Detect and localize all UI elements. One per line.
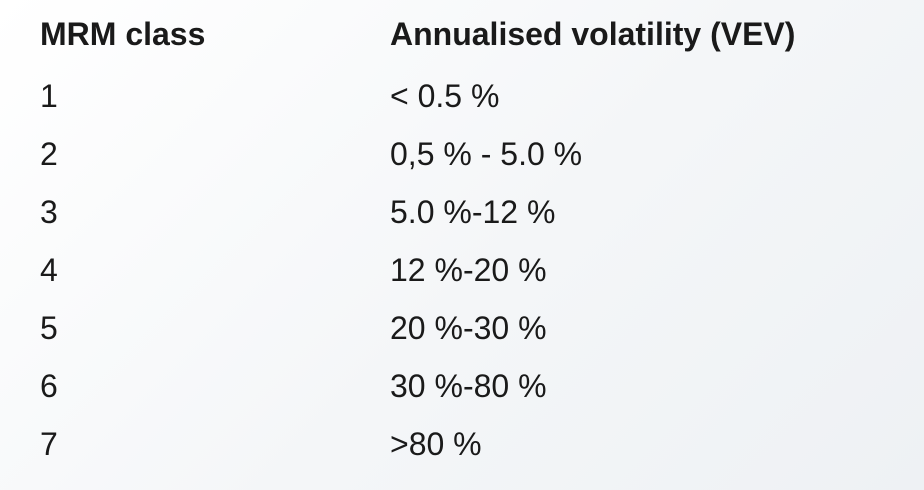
column-header: Annualised volatility (VEV)	[390, 16, 796, 52]
class-cell: 1	[40, 78, 58, 114]
volatility-cell: < 0.5 %	[390, 78, 500, 114]
class-cell: 4	[40, 252, 58, 288]
class-cell: 2	[40, 136, 58, 172]
volatility-cell: 30 %-80 %	[390, 368, 547, 404]
volatility-cell: 0,5 % - 5.0 %	[390, 136, 583, 172]
volatility-cell: 5.0 %-12 %	[390, 194, 556, 230]
column-header: MRM class	[40, 16, 206, 52]
volatility-cell: 12 %-20 %	[390, 252, 547, 288]
class-cell: 6	[40, 368, 58, 404]
class-cell: 7	[40, 426, 58, 462]
class-cell: 3	[40, 194, 58, 230]
volatility-cell: >80 %	[390, 426, 482, 462]
volatility-cell: 20 %-30 %	[390, 310, 547, 346]
class-cell: 5	[40, 310, 58, 346]
